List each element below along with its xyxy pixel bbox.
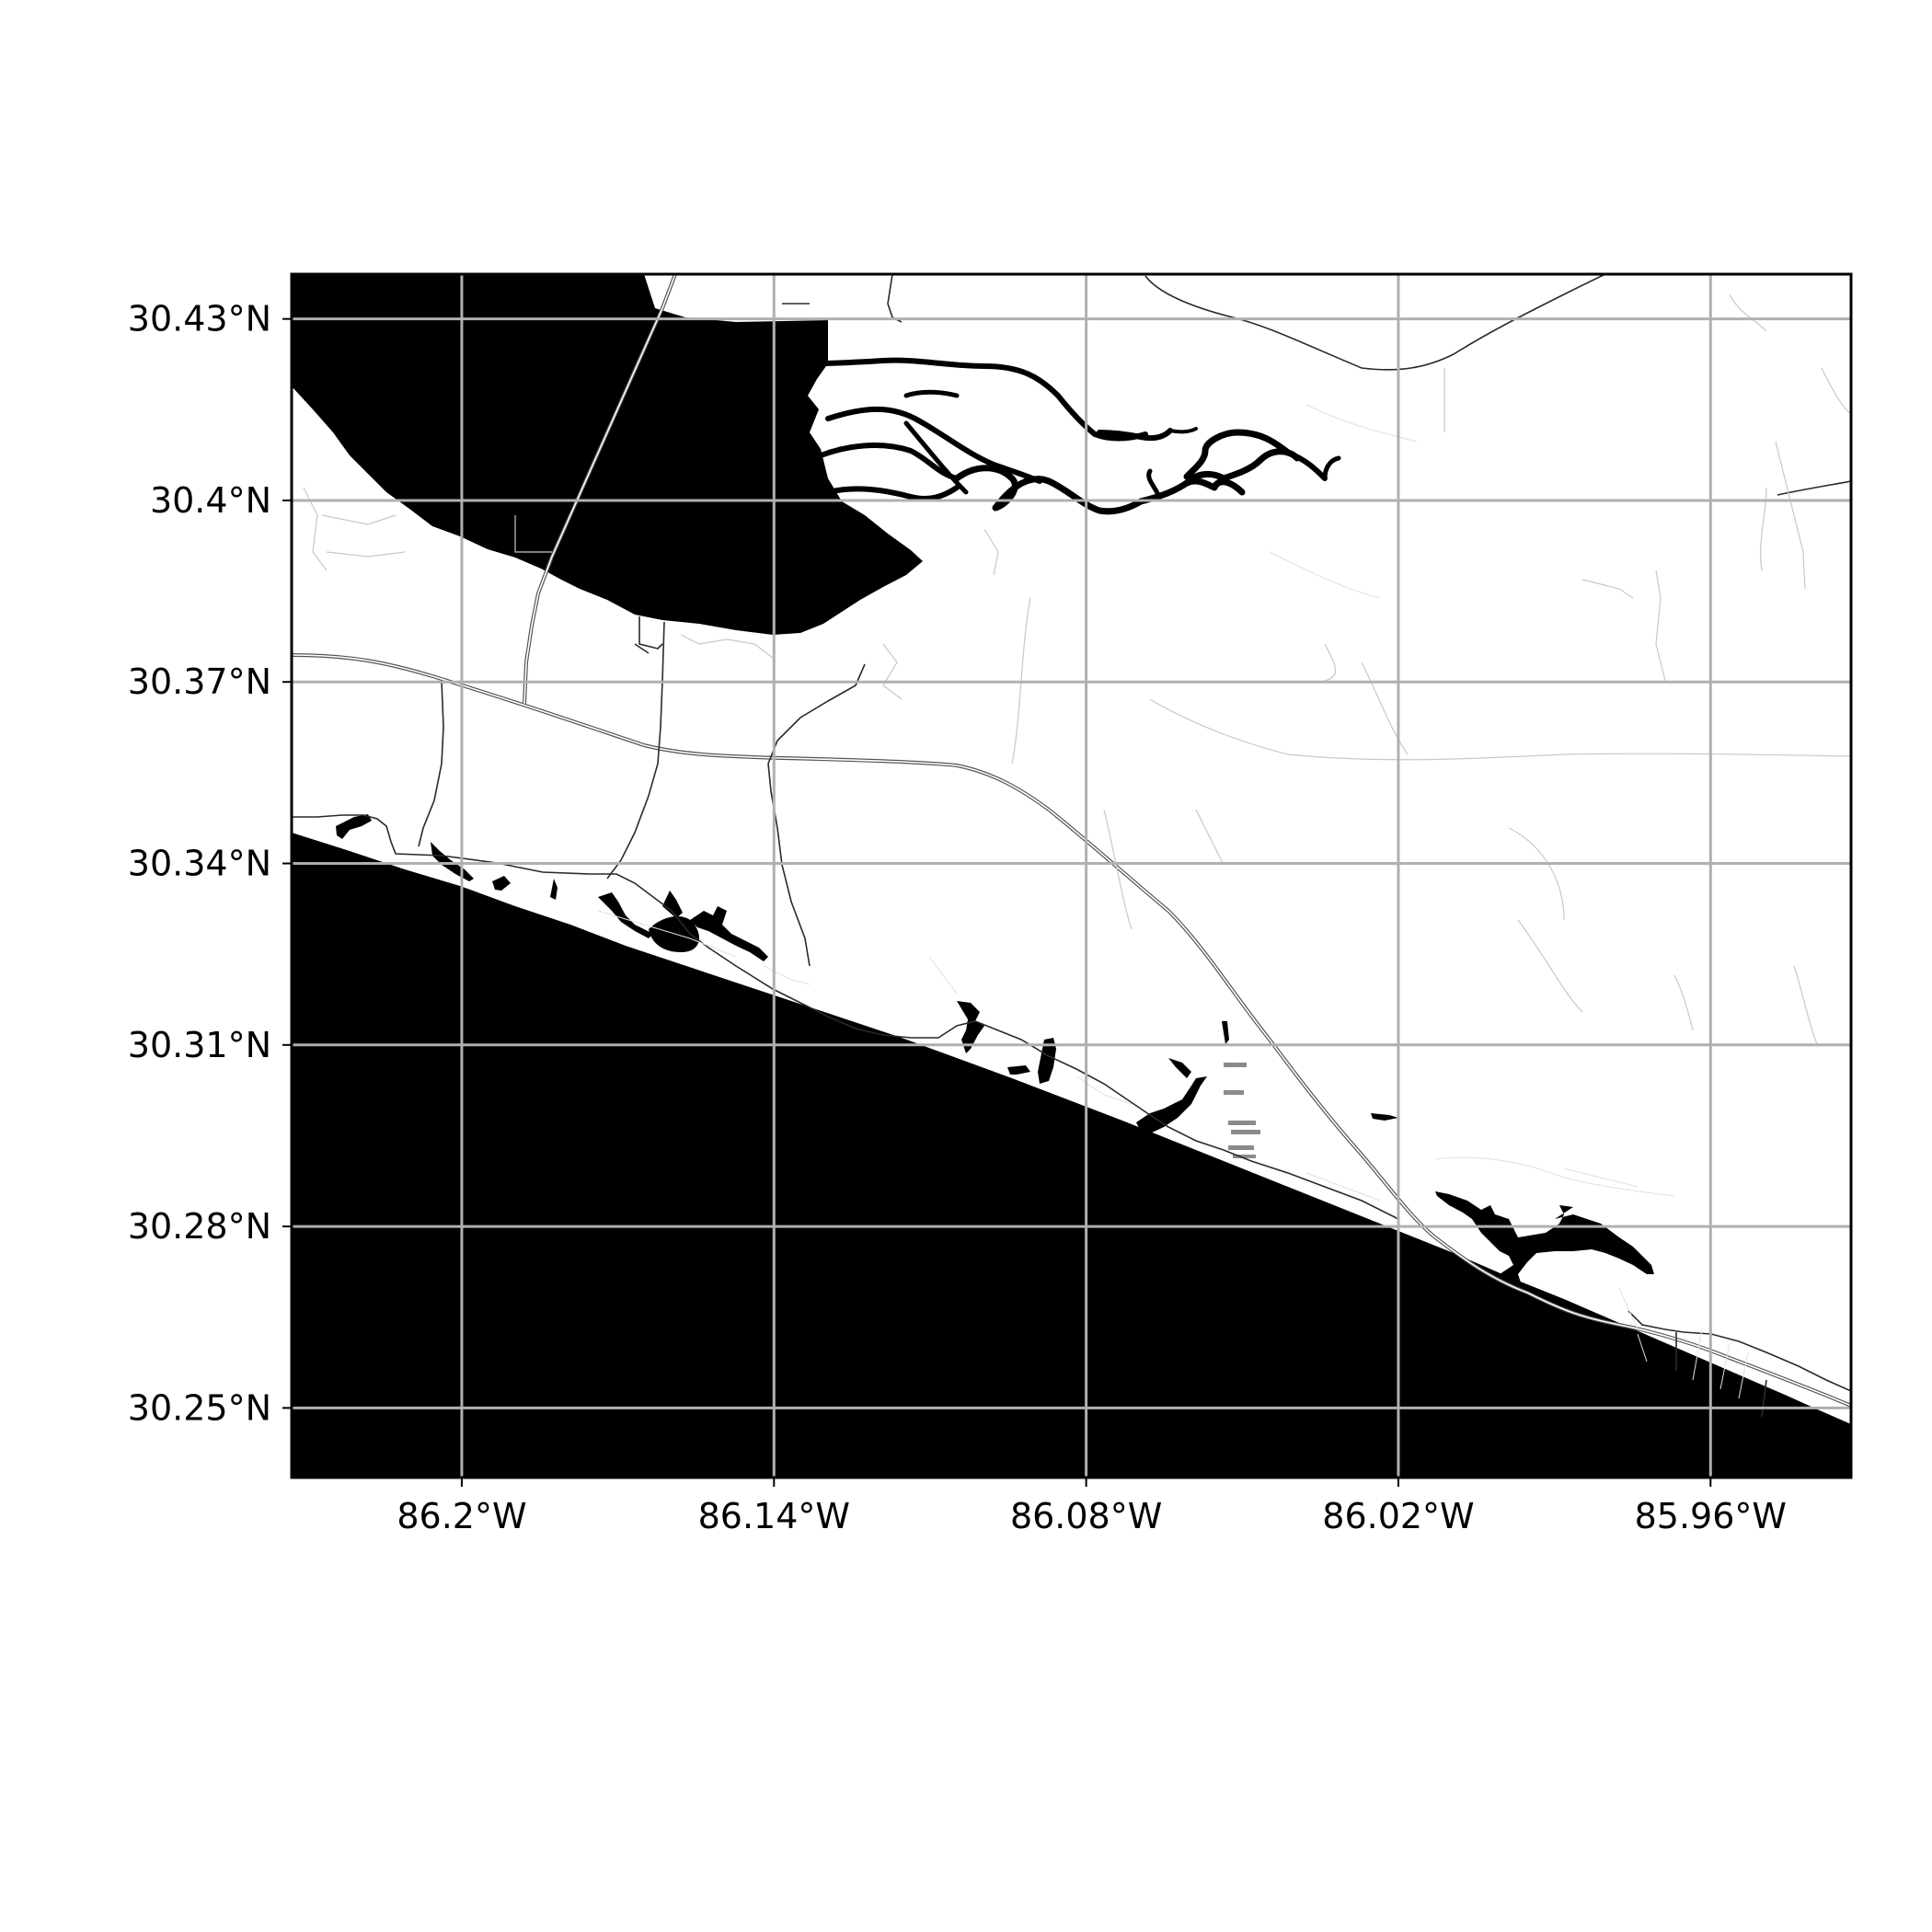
longitude-tick-label: 86.08°W [1010, 1496, 1162, 1536]
latitude-tick-label: 30.28°N [128, 1206, 271, 1247]
longitude-tick-label: 86.2°W [397, 1496, 526, 1536]
roads [292, 274, 1851, 1418]
latitude-tick-label: 30.4°N [150, 480, 271, 521]
longitude-tick-label: 85.96°W [1635, 1496, 1787, 1536]
map-frame [290, 272, 1853, 1479]
longitude-tick-label: 86.14°W [698, 1496, 850, 1536]
coastal-lakes [336, 814, 1654, 1297]
map-content [292, 274, 1851, 1478]
latitude-tick-label: 30.43°N [128, 299, 271, 339]
latitude-tick-label: 30.37°N [128, 661, 271, 702]
gulf-water [292, 833, 1851, 1478]
latitude-tick-label: 30.25°N [128, 1387, 271, 1428]
latitude-tick-label: 30.34°N [128, 844, 271, 884]
graticule [292, 274, 1851, 1478]
longitude-axis-labels: 86.2°W 86.14°W 86.08°W 86.02°W 85.96°W [397, 1478, 1787, 1536]
river-channels [742, 357, 1341, 515]
longitude-tick-label: 86.02°W [1322, 1496, 1474, 1536]
latitude-tick-label: 30.31°N [128, 1025, 271, 1065]
latitude-axis-labels: 30.43°N 30.4°N 30.37°N 30.34°N 30.31°N 30.28°… [128, 299, 292, 1428]
gray-parcels [1224, 1063, 1260, 1158]
